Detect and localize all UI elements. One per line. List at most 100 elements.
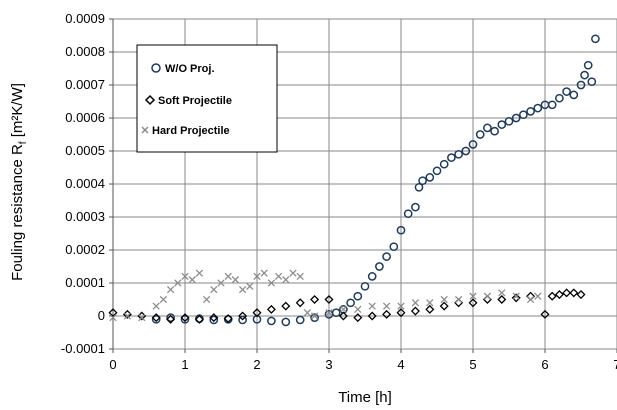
data-point-circle [403,209,413,219]
data-point-circle [353,291,363,301]
data-point-circle [166,313,175,322]
data-point-circle [526,107,535,116]
data-point-x [454,295,463,304]
data-point-circle [533,103,543,113]
data-point-x [174,279,182,287]
data-point-circle [583,60,593,70]
data-point-x [210,285,218,294]
data-point-diamond [547,291,557,301]
data-point-x [469,292,477,300]
y-tick-label: 0.0009 [65,11,105,26]
data-point-x [303,309,312,317]
data-point-x [181,272,189,281]
y-axis: -0.0001 0 0.0001 0.0002 0.0003 0.0004 0.0005 0.… [61,11,113,356]
data-point-diamond [180,313,190,323]
data-point-circle [519,110,528,120]
data-point-x [310,312,319,320]
data-point-circle [180,314,190,324]
legend-item-w-o-proj: W/O Proj. [151,63,215,75]
y-tick-label: 0.0004 [65,176,105,191]
x-tick-label: 2 [253,357,260,372]
y-tick-label: 0.0007 [65,77,105,92]
data-point-x [260,269,268,277]
data-point-x [368,302,376,310]
y-tick-label: 0.0003 [65,209,105,224]
data-point-x [246,282,254,290]
data-point-diamond [554,290,564,300]
data-point-circle [267,316,276,326]
data-point-x [296,272,304,281]
data-point-x [123,312,132,320]
data-point-diamond [367,311,377,321]
data-point-diamond [194,314,204,324]
data-point-diamond [396,308,406,318]
data-point-x [224,272,232,281]
data-point-circle [151,314,161,324]
data-point-circle [562,87,571,96]
legend-label: Hard Projectile [152,125,230,137]
x-tick-label: 1 [181,357,188,372]
x-tick-label: 0 [109,357,116,372]
data-point-x [231,276,240,284]
data-point-circle [360,281,370,291]
data-point-circle [591,34,600,44]
data-point-circle [461,146,471,156]
data-point-circle [468,140,478,149]
data-point-diamond [439,301,449,311]
data-point-circle [432,166,442,176]
x-tick-label: 4 [397,357,404,372]
data-point-circle [490,126,499,136]
data-point-x [188,276,196,284]
data-point-x [195,269,204,277]
data-point-circle [475,130,485,139]
data-point-diamond [425,304,435,314]
y-tick-label: 0.0002 [65,242,105,257]
data-point-x [382,302,391,310]
data-point-diamond [166,314,176,324]
data-point-x [166,285,175,294]
data-point-circle [389,242,399,252]
data-point-diamond [281,301,291,311]
data-point-x [426,299,434,307]
legend: W/O Proj. Soft Projectile Hard Projectil… [136,44,278,153]
legend-label: Soft Projectile [158,95,232,107]
x-tick-label: 7 [613,357,617,372]
data-point-x [253,272,261,281]
data-point-x [152,302,160,310]
x-tick-label: 3 [325,357,332,372]
data-point-circle [346,298,355,308]
x-tick-label: 5 [469,357,476,372]
data-point-diamond [108,308,118,318]
data-point-circle [447,153,456,162]
data-point-x [202,295,211,304]
data-point-circle [439,159,449,169]
data-point-diamond [338,311,348,321]
data-point-x [534,292,542,300]
data-point-x [498,289,506,297]
x-tick-label: 6 [541,357,548,372]
data-point-diamond [540,309,550,319]
data-point-diamond [382,309,392,319]
data-point-circle [569,90,579,100]
data-point-circle [418,176,427,186]
data-point-x [289,269,297,277]
data-point-circle [411,202,420,212]
series-x [109,269,542,322]
data-point-x [274,272,283,281]
data-point-x [217,279,225,287]
data-point-x [354,305,362,314]
data-point-diamond [497,294,507,305]
data-point-diamond [223,314,233,324]
data-point-x [238,285,247,294]
legend-label: W/O Proj. [165,63,215,75]
legend-item-hard-projectile: Hard Projectile [141,125,230,137]
y-tick-label: -0.0001 [61,341,105,356]
data-point-diamond [266,304,276,314]
x-axis-title: Time [h] [338,389,392,406]
legend-item-soft-projectile: Soft Projectile [144,94,232,107]
data-point-diamond [295,298,305,308]
data-point-x [411,299,420,307]
data-point-x [109,313,117,322]
